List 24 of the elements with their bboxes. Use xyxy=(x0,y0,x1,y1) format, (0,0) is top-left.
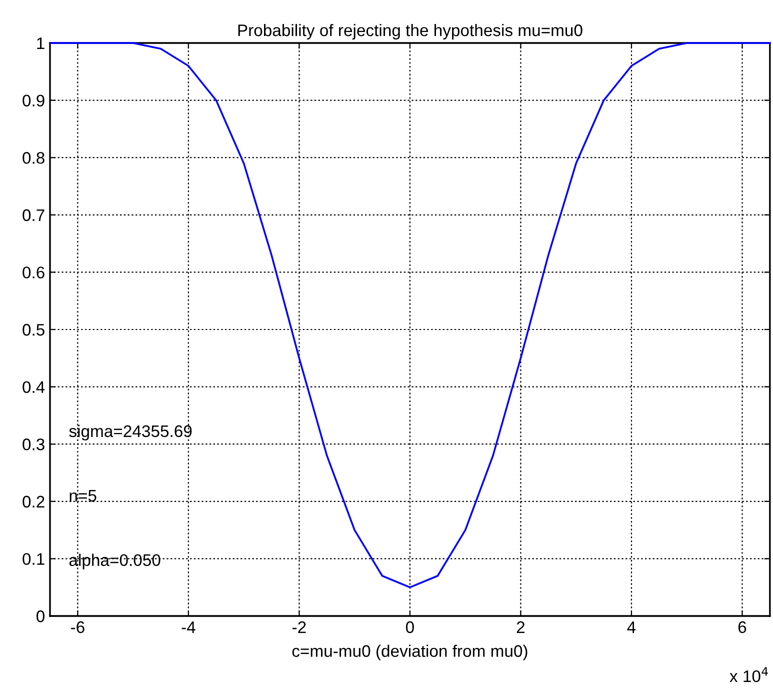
x-tick-label: -6 xyxy=(71,621,84,634)
y-tick-label: 0.5 xyxy=(22,324,44,336)
text: x 10$^{4}$ xyxy=(730,667,768,682)
x-tick-label: -4 xyxy=(182,621,196,633)
y-tick-label: 0.4 xyxy=(22,381,45,394)
x-tick-label: -2 xyxy=(292,621,306,633)
y-tick-label: 0.1 xyxy=(22,553,44,565)
y-tick-label: 0 xyxy=(36,610,44,622)
y-tick-label: 0.2 xyxy=(22,496,44,508)
x-tick-label: 4 xyxy=(627,621,636,633)
x-tick-label: 0 xyxy=(406,621,414,634)
chart-title: Probability of rejecting the hypothesis mu=mu0 xyxy=(238,24,582,40)
annotation: n=5 xyxy=(70,490,96,502)
x-tick-label: 2 xyxy=(516,621,525,633)
y-tick-label: 0.8 xyxy=(22,152,44,164)
y-tick-label: 0.6 xyxy=(22,266,44,278)
y-tick-label: 1 xyxy=(37,38,44,50)
x-tick-label: 6 xyxy=(738,621,746,634)
x-axis-title: c=mu-mu0 (deviation from mu0) xyxy=(292,644,528,660)
y-tick-label: 0.3 xyxy=(22,438,44,450)
y-tick-label: 0.9 xyxy=(22,94,44,107)
annotation: sigma=24355.69 xyxy=(69,424,192,440)
annotation: alpha=0.050 xyxy=(69,554,160,570)
y-tick-label: 0.7 xyxy=(22,209,44,222)
